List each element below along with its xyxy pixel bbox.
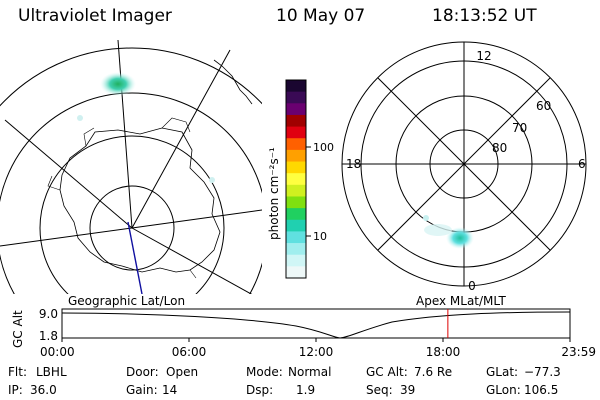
ip-value: 36.0 [30, 383, 57, 397]
geo-meridians [0, 39, 262, 294]
gain-value: 14 [162, 383, 177, 397]
mlt-label-18: 18 [346, 157, 361, 171]
timeline-apex-label: Apex MLat/MLT [416, 294, 506, 308]
dsp-value: 1.9 [296, 383, 315, 397]
mode-value: Normal [288, 365, 331, 379]
color-scale-unit-label: photon cm⁻²s⁻¹ [267, 147, 281, 240]
flt-value: LBHL [36, 365, 67, 379]
gain-label: Gain: [126, 383, 158, 397]
color-scale-segment [286, 161, 306, 174]
gcalt-label: GC Alt: [366, 365, 408, 379]
mode-label: Mode: [246, 365, 283, 379]
glat-label: GLat: [486, 365, 518, 379]
instrument-parameters: Flt: LBHL Door: Open Mode: Normal GC Alt… [8, 365, 561, 397]
mlat-label-70: 70 [512, 121, 527, 135]
gcalt-value: 7.6 Re [414, 365, 452, 379]
color-scale-segment [286, 91, 306, 104]
color-scale-segment [286, 208, 306, 221]
mlt-label-0: 0 [468, 279, 476, 293]
color-scale-segment [286, 243, 306, 256]
geographic-map [0, 39, 262, 294]
mlt-label-12: 12 [476, 49, 491, 63]
timeline-tick-label: 00:00 [40, 345, 75, 359]
timeline-y-tick-high: 9.0 [39, 307, 58, 321]
seq-value: 39 [400, 383, 415, 397]
color-scale-frame [285, 79, 307, 279]
timeline-axis-label: GC Alt [11, 310, 25, 348]
color-scale-segment [286, 184, 306, 197]
color-scale-segment [286, 114, 306, 128]
polar-aurora-spot [446, 227, 474, 249]
color-scale-segment [286, 149, 306, 163]
mlat-label-80: 80 [492, 141, 507, 155]
color-scale-segment [286, 80, 306, 93]
observation-date: 10 May 07 [276, 6, 366, 26]
seq-label: Seq: [366, 383, 393, 397]
antarctica-coastline [59, 127, 221, 273]
aurora-spot [100, 72, 136, 96]
timeline-tick-label: 12:00 [299, 345, 334, 359]
timeline-x-ticks: 00:00 06:00 12:00 18:00 23:59 [40, 338, 596, 359]
color-scale-tick-10: 10 [313, 230, 327, 243]
timeline-geographic-label: Geographic Lat/Lon [68, 294, 185, 308]
magnetic-polar-plot [341, 41, 587, 287]
color-scale-segment [286, 196, 306, 209]
imager-title: Ultraviolet Imager [18, 6, 172, 26]
color-scale-tick-100: 100 [313, 141, 334, 154]
glon-label: GLon: [486, 383, 521, 397]
timeline-tick-label: 06:00 [172, 345, 207, 359]
mlat-label-60: 60 [536, 99, 551, 113]
timeline-y-tick-low: 1.8 [39, 329, 58, 343]
ip-label: IP: [8, 383, 23, 397]
color-scale-bar [286, 80, 306, 279]
satellite-track [127, 221, 143, 294]
color-scale-segment [286, 173, 306, 186]
timeline-tick-label: 18:00 [426, 345, 461, 359]
color-scale-segment [286, 254, 306, 267]
continent-fragment [213, 59, 253, 105]
color-scale-ticks [306, 146, 311, 237]
color-scale-segment [286, 138, 306, 151]
dsp-label: Dsp: [246, 383, 273, 397]
geo-latitude-circles [0, 47, 262, 294]
color-scale-segment [286, 103, 306, 116]
color-scale-segment [286, 126, 306, 139]
mlt-label-6: 6 [578, 157, 586, 171]
glat-value: −77.3 [524, 365, 561, 379]
color-scale-segment [286, 219, 306, 232]
observation-time: 18:13:52 UT [432, 6, 537, 26]
door-label: Door: [126, 365, 159, 379]
color-scale-segment [286, 266, 306, 279]
color-scale-segment [286, 231, 306, 244]
door-value: Open [166, 365, 198, 379]
timeline-tick-label: 23:59 [561, 345, 596, 359]
ice-shelf-detail [47, 117, 197, 279]
glon-value: 106.5 [524, 383, 558, 397]
altitude-curve [61, 311, 571, 339]
flt-label: Flt: [8, 365, 27, 379]
